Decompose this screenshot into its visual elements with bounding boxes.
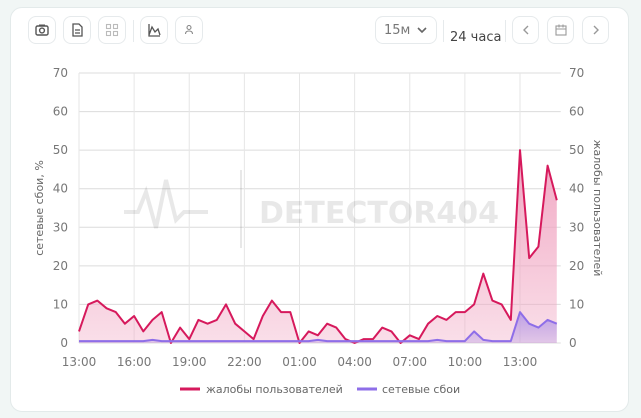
x-tick: 04:00 (337, 355, 372, 369)
camera-icon (35, 24, 49, 36)
interval-select[interactable]: 15м (375, 16, 437, 44)
series-line-1 (79, 311, 558, 343)
y-tick-right: 20 (569, 259, 584, 273)
chart-type-button[interactable] (140, 16, 168, 44)
period-label: 24 часа (450, 30, 502, 45)
y-tick-left: 60 (53, 105, 68, 119)
grid-icon (105, 23, 119, 37)
y-tick-right: 70 (569, 66, 584, 80)
y-tick-left: 40 (53, 182, 68, 196)
y-tick-right: 60 (569, 105, 584, 119)
divider (443, 20, 444, 42)
x-tick: 13:00 (503, 355, 538, 369)
y-tick-right: 40 (569, 182, 584, 196)
y-tick-left: 0 (60, 336, 68, 350)
legend: жалобы пользователей сетевые сбои (180, 383, 460, 396)
series-area-0 (79, 150, 557, 343)
divider (505, 20, 506, 42)
calendar-button[interactable] (547, 16, 574, 44)
y-tick-left: 70 (53, 66, 68, 80)
report-button[interactable] (63, 16, 91, 44)
chevron-down-icon (417, 27, 427, 34)
y-axis-label-right: жалобы пользователей (591, 140, 604, 277)
y-tick-left: 10 (53, 297, 68, 311)
y-tick-left: 30 (53, 220, 68, 234)
y-tick-left: 50 (53, 143, 68, 157)
calendar-icon (554, 24, 567, 36)
next-button[interactable] (582, 16, 609, 44)
y-tick-right: 50 (569, 143, 584, 157)
x-tick: 16:00 (117, 355, 152, 369)
x-tick: 07:00 (392, 355, 427, 369)
divider (133, 20, 134, 42)
watermark-text: DETECTOR404 (259, 196, 499, 231)
screenshot-button[interactable] (28, 16, 56, 44)
user-button[interactable] (175, 16, 203, 44)
y-tick-right: 0 (569, 336, 577, 350)
chevron-right-icon (593, 25, 599, 35)
interval-value: 15м (384, 22, 411, 38)
document-icon (72, 23, 83, 37)
x-tick: 01:00 (282, 355, 317, 369)
series-line-0 (78, 149, 558, 344)
prev-button[interactable] (512, 16, 539, 44)
legend-label-outages[interactable]: сетевые сбои (382, 383, 460, 396)
x-tick: 22:00 (227, 355, 262, 369)
grid-button[interactable] (98, 16, 126, 44)
chart-area-icon (148, 24, 161, 37)
x-tick: 13:00 (62, 355, 97, 369)
y-tick-right: 10 (569, 297, 584, 311)
legend-label-complaints[interactable]: жалобы пользователей (206, 383, 343, 396)
x-tick: 10:00 (448, 355, 483, 369)
watermark: DETECTOR404 (124, 170, 499, 248)
person-icon (184, 24, 194, 35)
y-axis-label-left: сетевые сбои, % (33, 160, 46, 256)
x-tick: 19:00 (172, 355, 207, 369)
chevron-left-icon (522, 25, 528, 35)
y-tick-left: 20 (53, 259, 68, 273)
y-tick-right: 30 (569, 220, 584, 234)
